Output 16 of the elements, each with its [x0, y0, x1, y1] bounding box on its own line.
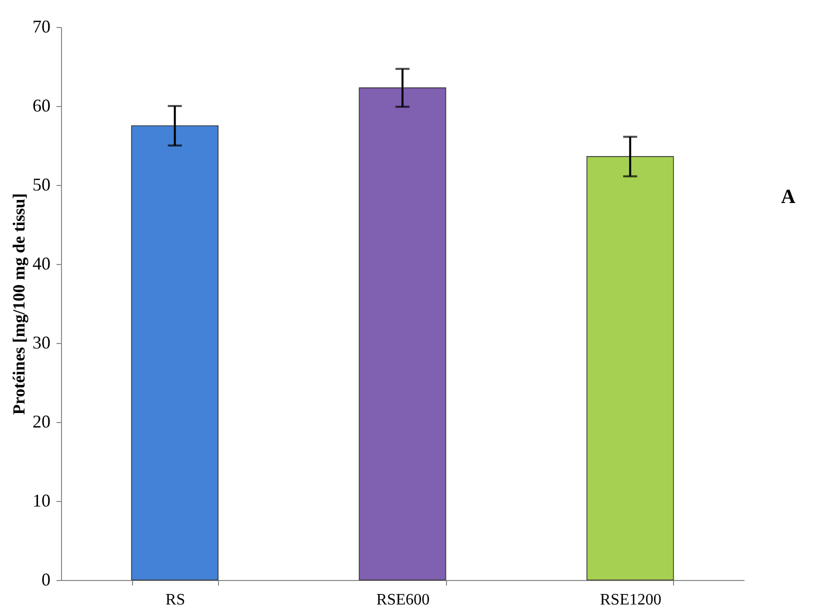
y-tick-label: 70 [32, 16, 50, 36]
bar [358, 87, 446, 580]
y-tick-label: 20 [32, 412, 50, 432]
bar [586, 156, 674, 580]
y-tick-label: 10 [32, 490, 50, 510]
y-axis-title: Protéines [mg/100 mg de tissu] [10, 193, 28, 415]
x-tick-label: RSE1200 [600, 592, 662, 608]
y-tick-label: 40 [32, 254, 50, 274]
y-tick-label: 0 [42, 570, 50, 590]
y-tick-label: 30 [32, 332, 50, 352]
x-tick-label: RSE600 [376, 592, 430, 608]
bar [131, 125, 218, 580]
y-tick-label: 50 [32, 174, 50, 194]
y-tick-label: 60 [32, 96, 50, 116]
x-tick-label: RS [166, 592, 186, 608]
text: A [781, 186, 796, 208]
